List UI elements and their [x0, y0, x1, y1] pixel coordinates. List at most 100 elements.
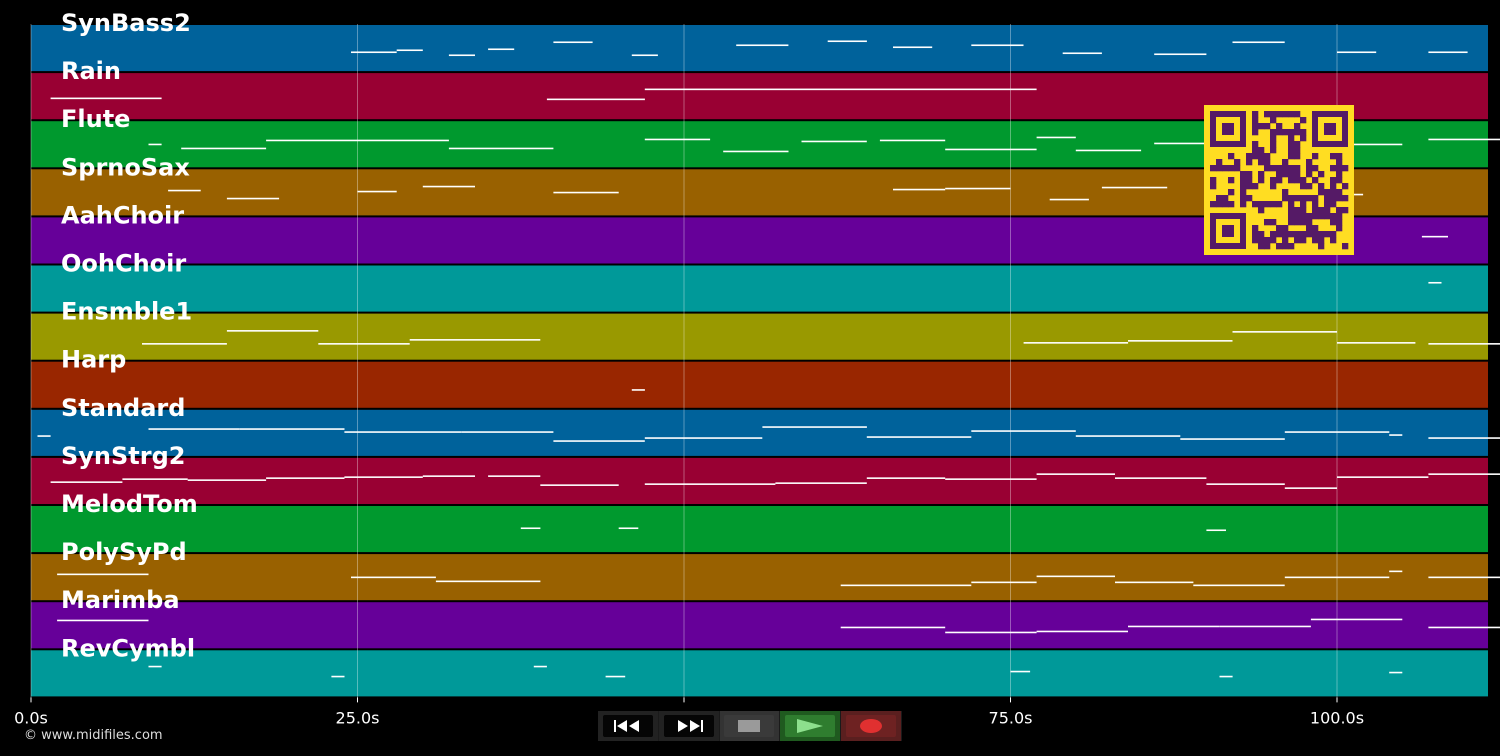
midi-note [1219, 675, 1233, 678]
midi-note [50, 97, 162, 100]
midi-note [142, 343, 227, 345]
midi-note [148, 665, 162, 668]
midi-note [344, 431, 462, 433]
tick-label: 75.0s [989, 708, 1033, 727]
midi-note [605, 675, 626, 678]
midi-note [971, 581, 1037, 584]
midi-note [488, 48, 515, 51]
midi-note [1428, 437, 1500, 439]
midi-note [1389, 570, 1403, 573]
midi-note [422, 475, 475, 477]
midi-note [971, 44, 1024, 47]
midi-note [1428, 138, 1500, 141]
midi-note [1428, 281, 1442, 284]
midi-note [57, 573, 149, 576]
midi-note [448, 147, 554, 150]
record-button[interactable] [841, 711, 901, 741]
fast-forward-button[interactable] [658, 711, 719, 741]
track-label: RevCymbl [61, 634, 195, 662]
midi-note [540, 484, 619, 486]
midi-note [1428, 626, 1500, 629]
midi-note [396, 49, 423, 52]
midi-note [422, 185, 475, 188]
track-lane [31, 602, 1488, 649]
midi-note [148, 428, 240, 430]
rewind-button[interactable] [598, 711, 658, 741]
midi-note [1206, 483, 1285, 485]
play-button[interactable] [780, 711, 841, 741]
midi-note [1115, 477, 1207, 479]
track-lane [31, 361, 1488, 408]
midi-note [1128, 340, 1233, 342]
midi-note [1036, 136, 1076, 139]
midi-note [1219, 625, 1311, 628]
midi-note [723, 150, 789, 153]
midi-note [187, 479, 267, 481]
midi-note [840, 584, 972, 587]
track-label: OohChoir [61, 250, 186, 278]
tick-label: 0.0s [14, 708, 48, 727]
stop-button[interactable] [719, 711, 780, 741]
track-lane [31, 650, 1488, 697]
midi-note [351, 51, 397, 54]
midi-note [945, 478, 1037, 480]
midi-note [1323, 143, 1403, 146]
midi-note [448, 54, 475, 57]
track-label: MelodTom [61, 490, 198, 518]
midi-note [1428, 343, 1500, 345]
midi-note [1337, 476, 1429, 478]
track-labels: SynBass2 Rain Flute SprnoSax AahChoir OohChoi… [61, 9, 198, 662]
midi-note [1337, 342, 1416, 344]
midi-note [1428, 51, 1468, 54]
midi-note [945, 148, 1037, 151]
midi-note [181, 147, 267, 150]
midi-note [1036, 575, 1115, 578]
midi-note [644, 138, 711, 141]
midi-note [351, 576, 436, 579]
midi-note [462, 431, 554, 433]
track-lane [31, 25, 1488, 72]
midi-note [801, 140, 867, 143]
midi-note [240, 428, 345, 430]
midi-note [57, 619, 149, 622]
play-triangle-icon [797, 719, 824, 733]
track-label: PolySyPd [61, 538, 187, 566]
midi-note [1389, 671, 1403, 674]
midi-note [331, 675, 345, 678]
midi-note [226, 330, 319, 332]
midi-note [122, 478, 188, 480]
double-left-arrow-icon [613, 720, 639, 732]
midi-note [971, 430, 1076, 432]
midi-note [409, 339, 541, 341]
track-lane [31, 265, 1488, 312]
midi-note [1284, 431, 1390, 433]
midi-note [226, 197, 280, 200]
midi-note [644, 437, 763, 439]
midi-note [553, 440, 645, 442]
track-label: Harp [61, 346, 126, 374]
midi-note [266, 139, 358, 142]
midi-note [533, 665, 547, 668]
midi-note [357, 139, 449, 142]
midi-note [1010, 670, 1031, 673]
midi-note [879, 139, 946, 142]
midi-note [435, 580, 541, 583]
midi-note [50, 481, 123, 483]
midi-note [1284, 576, 1390, 579]
track-lane [31, 457, 1488, 504]
stop-square-icon [738, 720, 761, 732]
midi-note [1310, 618, 1403, 621]
midi-note [357, 190, 397, 193]
midi-note [1193, 584, 1285, 587]
midi-note [1337, 51, 1377, 54]
track-label: Standard [61, 394, 185, 422]
track-lane [31, 313, 1488, 360]
midi-note [520, 527, 541, 530]
midi-note [1075, 149, 1142, 152]
midi-note [618, 527, 639, 530]
midi-note [893, 46, 933, 49]
midi-note [1180, 438, 1285, 440]
track-label: Marimba [61, 586, 180, 614]
track-label: SynBass2 [61, 9, 191, 37]
track-label: Flute [61, 105, 130, 133]
